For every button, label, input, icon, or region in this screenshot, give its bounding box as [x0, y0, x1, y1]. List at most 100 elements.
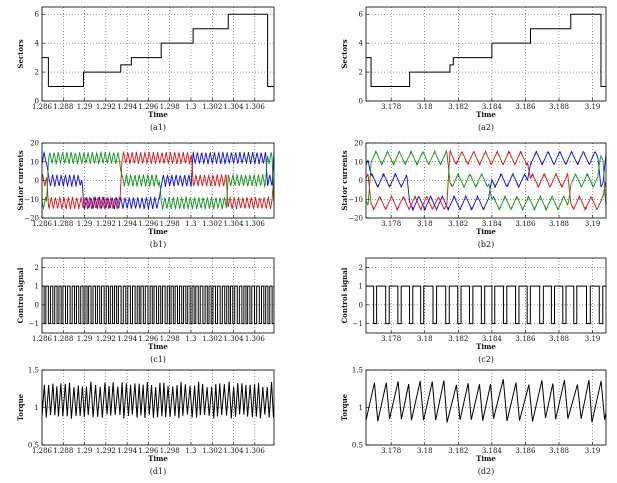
series-line	[366, 285, 606, 325]
x-tick-label: 1.286	[32, 335, 53, 343]
x-axis-label: Time	[148, 110, 168, 119]
y-axis-label: Sectors	[340, 39, 349, 68]
x-tick-label: 1.3	[185, 103, 196, 111]
y-tick-label: 1	[35, 404, 39, 412]
grid	[41, 7, 274, 102]
plot-frame	[41, 257, 275, 334]
series-line	[42, 381, 274, 419]
x-tick-label: 3.178	[381, 220, 401, 228]
series-group	[42, 13, 274, 88]
x-tick-label: 1.306	[245, 103, 266, 111]
x-tick-label: 3.186	[515, 103, 536, 111]
x-tick-label: 3.19	[585, 220, 601, 228]
y-tick-label: 2	[35, 69, 39, 77]
y-tick-label: 10	[354, 158, 363, 166]
series-line	[366, 149, 606, 212]
y-tick-label: 1.5	[28, 367, 39, 375]
series-line	[366, 379, 606, 423]
x-tick-label: 1.286	[32, 103, 53, 111]
x-tick-label: 1.3	[185, 220, 196, 228]
y-tick-label: 0	[359, 301, 363, 309]
x-tick-label: 3.186	[515, 447, 536, 455]
y-tick-label: 1.5	[352, 367, 363, 375]
series-group	[366, 13, 606, 88]
plot-frame	[41, 6, 275, 102]
x-tick-label: 1.294	[117, 220, 138, 228]
x-tick-label: 1.296	[138, 447, 159, 455]
series-line	[42, 150, 274, 211]
y-axis-label: Torque	[16, 393, 25, 421]
x-tick-label: 1.29	[77, 103, 93, 111]
x-tick-label: 1.294	[117, 447, 138, 455]
x-tick-label: 1.298	[160, 103, 180, 111]
y-tick-label: −10	[348, 196, 363, 204]
x-tick-label: 1.3	[185, 335, 196, 343]
plot-frame	[365, 257, 607, 334]
x-tick-label: 1.294	[117, 335, 138, 343]
y-tick-label: 6	[35, 11, 40, 19]
x-axis-label: Time	[476, 227, 496, 236]
series-group	[366, 379, 606, 423]
y-axis-label: Control signal	[340, 267, 349, 323]
y-tick-label: 2	[35, 264, 39, 272]
x-tick-label: 1.298	[160, 335, 180, 343]
x-tick-label: 3.182	[448, 220, 468, 228]
panel-a1: 1.286 1.288 1.29 1.292 1.294 1.296 1.298 1.3 1.3…	[16, 6, 275, 132]
y-tick-label: 20	[354, 140, 363, 148]
y-tick-label: 10	[30, 158, 39, 166]
y-tick-label: 6	[359, 11, 364, 19]
x-axis-label: Time	[476, 454, 496, 463]
x-tick-label: 1.298	[160, 220, 180, 228]
x-axis-label: Time	[476, 110, 496, 119]
x-tick-label: 3.178	[381, 335, 401, 343]
x-tick-label: 3.18	[417, 220, 433, 228]
panel-c2: 3.178 3.18 3.182 3.184 3.186 3.188 3.19 −1 0 1 2 Ti…	[340, 257, 607, 364]
y-tick-label: 2	[359, 69, 363, 77]
y-tick-label: 20	[30, 140, 39, 148]
panel-caption: (c1)	[150, 355, 166, 364]
y-axis-label: Torque	[340, 393, 349, 421]
x-tick-label: 3.184	[482, 335, 503, 343]
x-tick-label: 3.178	[381, 103, 401, 111]
x-tick-label: 1.302	[202, 220, 222, 228]
panel-b1: 1.286 1.288 1.29 1.292 1.294 1.296 1.298 1.3 1.3…	[16, 140, 275, 249]
x-tick-label: 1.292	[96, 447, 116, 455]
y-tick-label: 2	[359, 264, 363, 272]
panel-caption: (a2)	[478, 123, 494, 132]
x-tick-label: 3.188	[549, 447, 569, 455]
series-group	[366, 285, 606, 325]
x-tick-label: 1.292	[96, 335, 116, 343]
series-line	[42, 13, 274, 88]
x-tick-label: 1.304	[224, 103, 245, 111]
x-tick-label: 1.302	[202, 447, 222, 455]
x-tick-label: 3.188	[549, 220, 569, 228]
x-tick-label: 3.182	[448, 335, 468, 343]
x-tick-label: 3.182	[448, 447, 468, 455]
grid	[366, 258, 606, 333]
x-tick-label: 1.296	[138, 335, 159, 343]
x-tick-label: 3.19	[585, 335, 601, 343]
x-tick-label: 1.306	[245, 335, 266, 343]
x-tick-label: 3.184	[482, 103, 503, 111]
panel-caption: (d2)	[478, 467, 494, 476]
x-tick-label: 3.178	[381, 447, 401, 455]
x-axis-label: Time	[476, 342, 496, 351]
x-tick-label: 1.292	[96, 103, 116, 111]
x-tick-label: 1.29	[77, 220, 93, 228]
panel-d1: 1.286 1.288 1.29 1.292 1.294 1.296 1.298 1.3 1.3…	[16, 367, 275, 476]
x-tick-label: 3.184	[482, 220, 503, 228]
panel-b2: 3.178 3.18 3.182 3.184 3.186 3.188 3.19 −20 −10 0…	[340, 140, 607, 249]
series-group	[42, 150, 274, 211]
series-line	[42, 150, 274, 211]
series-group	[366, 149, 606, 212]
x-tick-label: 1.3	[185, 447, 196, 455]
y-tick-label: 4	[35, 40, 40, 48]
x-tick-label: 3.18	[417, 103, 433, 111]
x-tick-label: 1.296	[138, 220, 159, 228]
x-tick-label: 3.19	[585, 447, 601, 455]
y-tick-label: 0	[35, 177, 39, 185]
y-axis-label: Stator currents	[340, 150, 349, 210]
x-tick-label: 1.304	[224, 335, 245, 343]
panel-caption: (a1)	[150, 123, 166, 132]
